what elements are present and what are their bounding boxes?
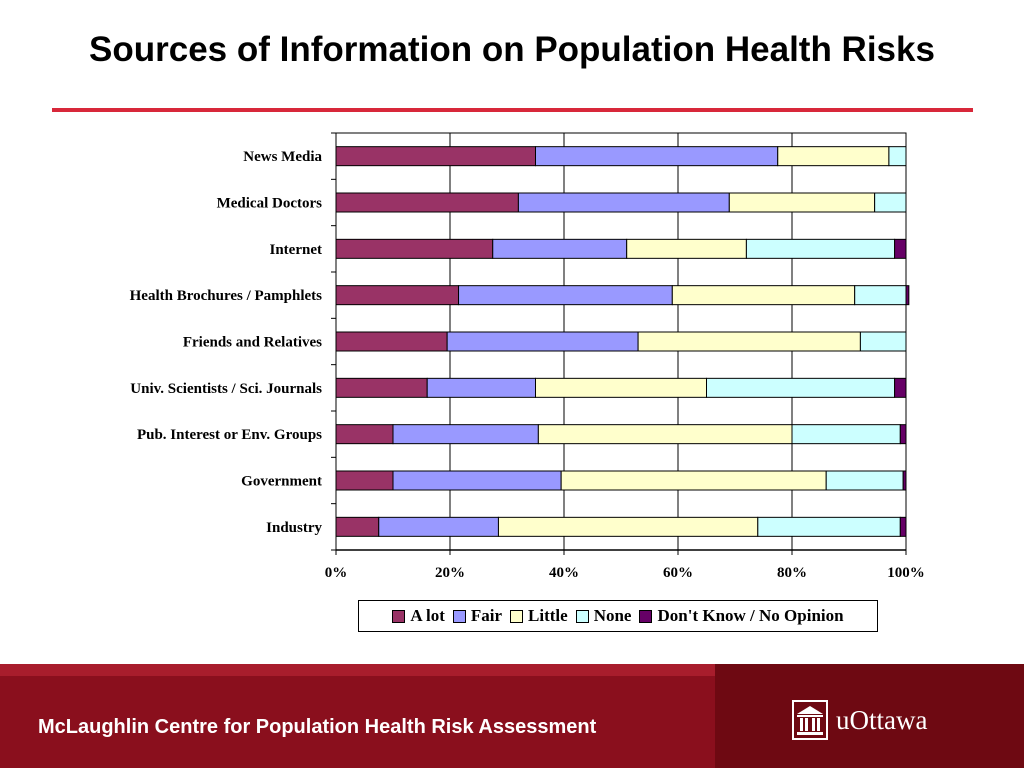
bar-segment (335, 424, 394, 445)
title-rule (52, 108, 973, 112)
y-tick-label: Medical Doctors (217, 196, 323, 212)
x-tick-label: 40% (549, 565, 579, 581)
logo-text: uOttawa (836, 704, 928, 735)
bar-segment (899, 516, 907, 537)
legend-item: Fair (452, 606, 503, 626)
legend-item: None (575, 606, 632, 626)
footer-band: McLaughlin Centre for Population Health … (0, 664, 1024, 768)
bar-segment (458, 285, 673, 306)
bar-segment (335, 238, 494, 259)
y-tick-label: Friends and Relatives (183, 335, 322, 351)
legend-label: Little (528, 606, 568, 625)
bar-segment (791, 424, 901, 445)
bar-segment (825, 470, 904, 491)
chart-legend: A lot Fair Little None Don't Know / No Opini… (358, 600, 878, 632)
bar-segment (777, 146, 890, 167)
bar-segment (335, 377, 428, 398)
bar-segment (757, 516, 901, 537)
y-tick-label: Univ. Scientists / Sci. Journals (130, 381, 322, 397)
x-tick-label: 80% (777, 565, 807, 581)
footer-text: McLaughlin Centre for Population Health … (38, 716, 597, 738)
x-tick-label: 20% (435, 565, 465, 581)
bar-segment (637, 331, 861, 352)
uottawa-logo: uOttawa (792, 700, 927, 740)
legend-item: Don't Know / No Opinion (639, 606, 844, 626)
legend-label: Don't Know / No Opinion (657, 606, 844, 625)
legend-item: Little (510, 606, 568, 626)
bar-segment (706, 377, 896, 398)
bar-segment (446, 331, 639, 352)
bar-segment (745, 238, 896, 259)
legend-swatch (392, 609, 406, 623)
y-tick-label: Internet (270, 242, 323, 258)
x-tick-label: 60% (663, 565, 693, 581)
bar-segment (335, 192, 519, 213)
slide-title: Sources of Information on Population Hea… (89, 30, 935, 69)
stacked-bar-chart: News Media Medical Doctors Internet Health … (130, 132, 925, 581)
legend-label: None (593, 606, 632, 625)
legend-swatch (510, 609, 524, 623)
bar-segment (378, 516, 499, 537)
bar-segment (671, 285, 856, 306)
bar-segment (728, 192, 876, 213)
legend-label: A lot (410, 606, 445, 625)
bar-segment (392, 470, 562, 491)
legend-swatch (452, 609, 466, 623)
bar-segment (497, 516, 759, 537)
legend-swatch (639, 609, 653, 623)
bar-segment (492, 238, 628, 259)
y-tick-label: News Media (243, 149, 322, 165)
bar-segment (335, 516, 380, 537)
bar-segment (335, 331, 448, 352)
bar-segment (335, 285, 460, 306)
bar-segment (899, 424, 907, 445)
bar-segment (426, 377, 537, 398)
bar-segment (888, 146, 907, 167)
x-tick-label: 0% (325, 565, 348, 581)
bar-segment (902, 470, 907, 491)
university-building-icon (792, 700, 828, 740)
bar-segment (517, 192, 730, 213)
bar-segment (854, 285, 907, 306)
y-tick-label: Government (241, 474, 322, 490)
bar-segment (535, 377, 707, 398)
y-tick-label: Pub. Interest or Env. Groups (137, 427, 322, 443)
x-tick-label: 100% (887, 565, 925, 581)
bar-segment (874, 192, 907, 213)
bar-segment (560, 470, 827, 491)
y-tick-label: Health Brochures / Pamphlets (130, 288, 323, 304)
bar-segment (537, 424, 793, 445)
bar-segment (392, 424, 539, 445)
footer-logo-panel (715, 664, 1024, 768)
bar-segment (626, 238, 747, 259)
legend-swatch (575, 609, 589, 623)
bar-segment (535, 146, 779, 167)
bar-segment (859, 331, 907, 352)
legend-label: Fair (470, 606, 503, 625)
y-tick-label: Industry (266, 520, 322, 536)
bar-segment (894, 238, 907, 259)
bar-segment (905, 285, 910, 306)
legend-item: A lot (392, 606, 445, 626)
bar-segment (335, 146, 536, 167)
bar-segment (335, 470, 394, 491)
bar-segment (894, 377, 907, 398)
